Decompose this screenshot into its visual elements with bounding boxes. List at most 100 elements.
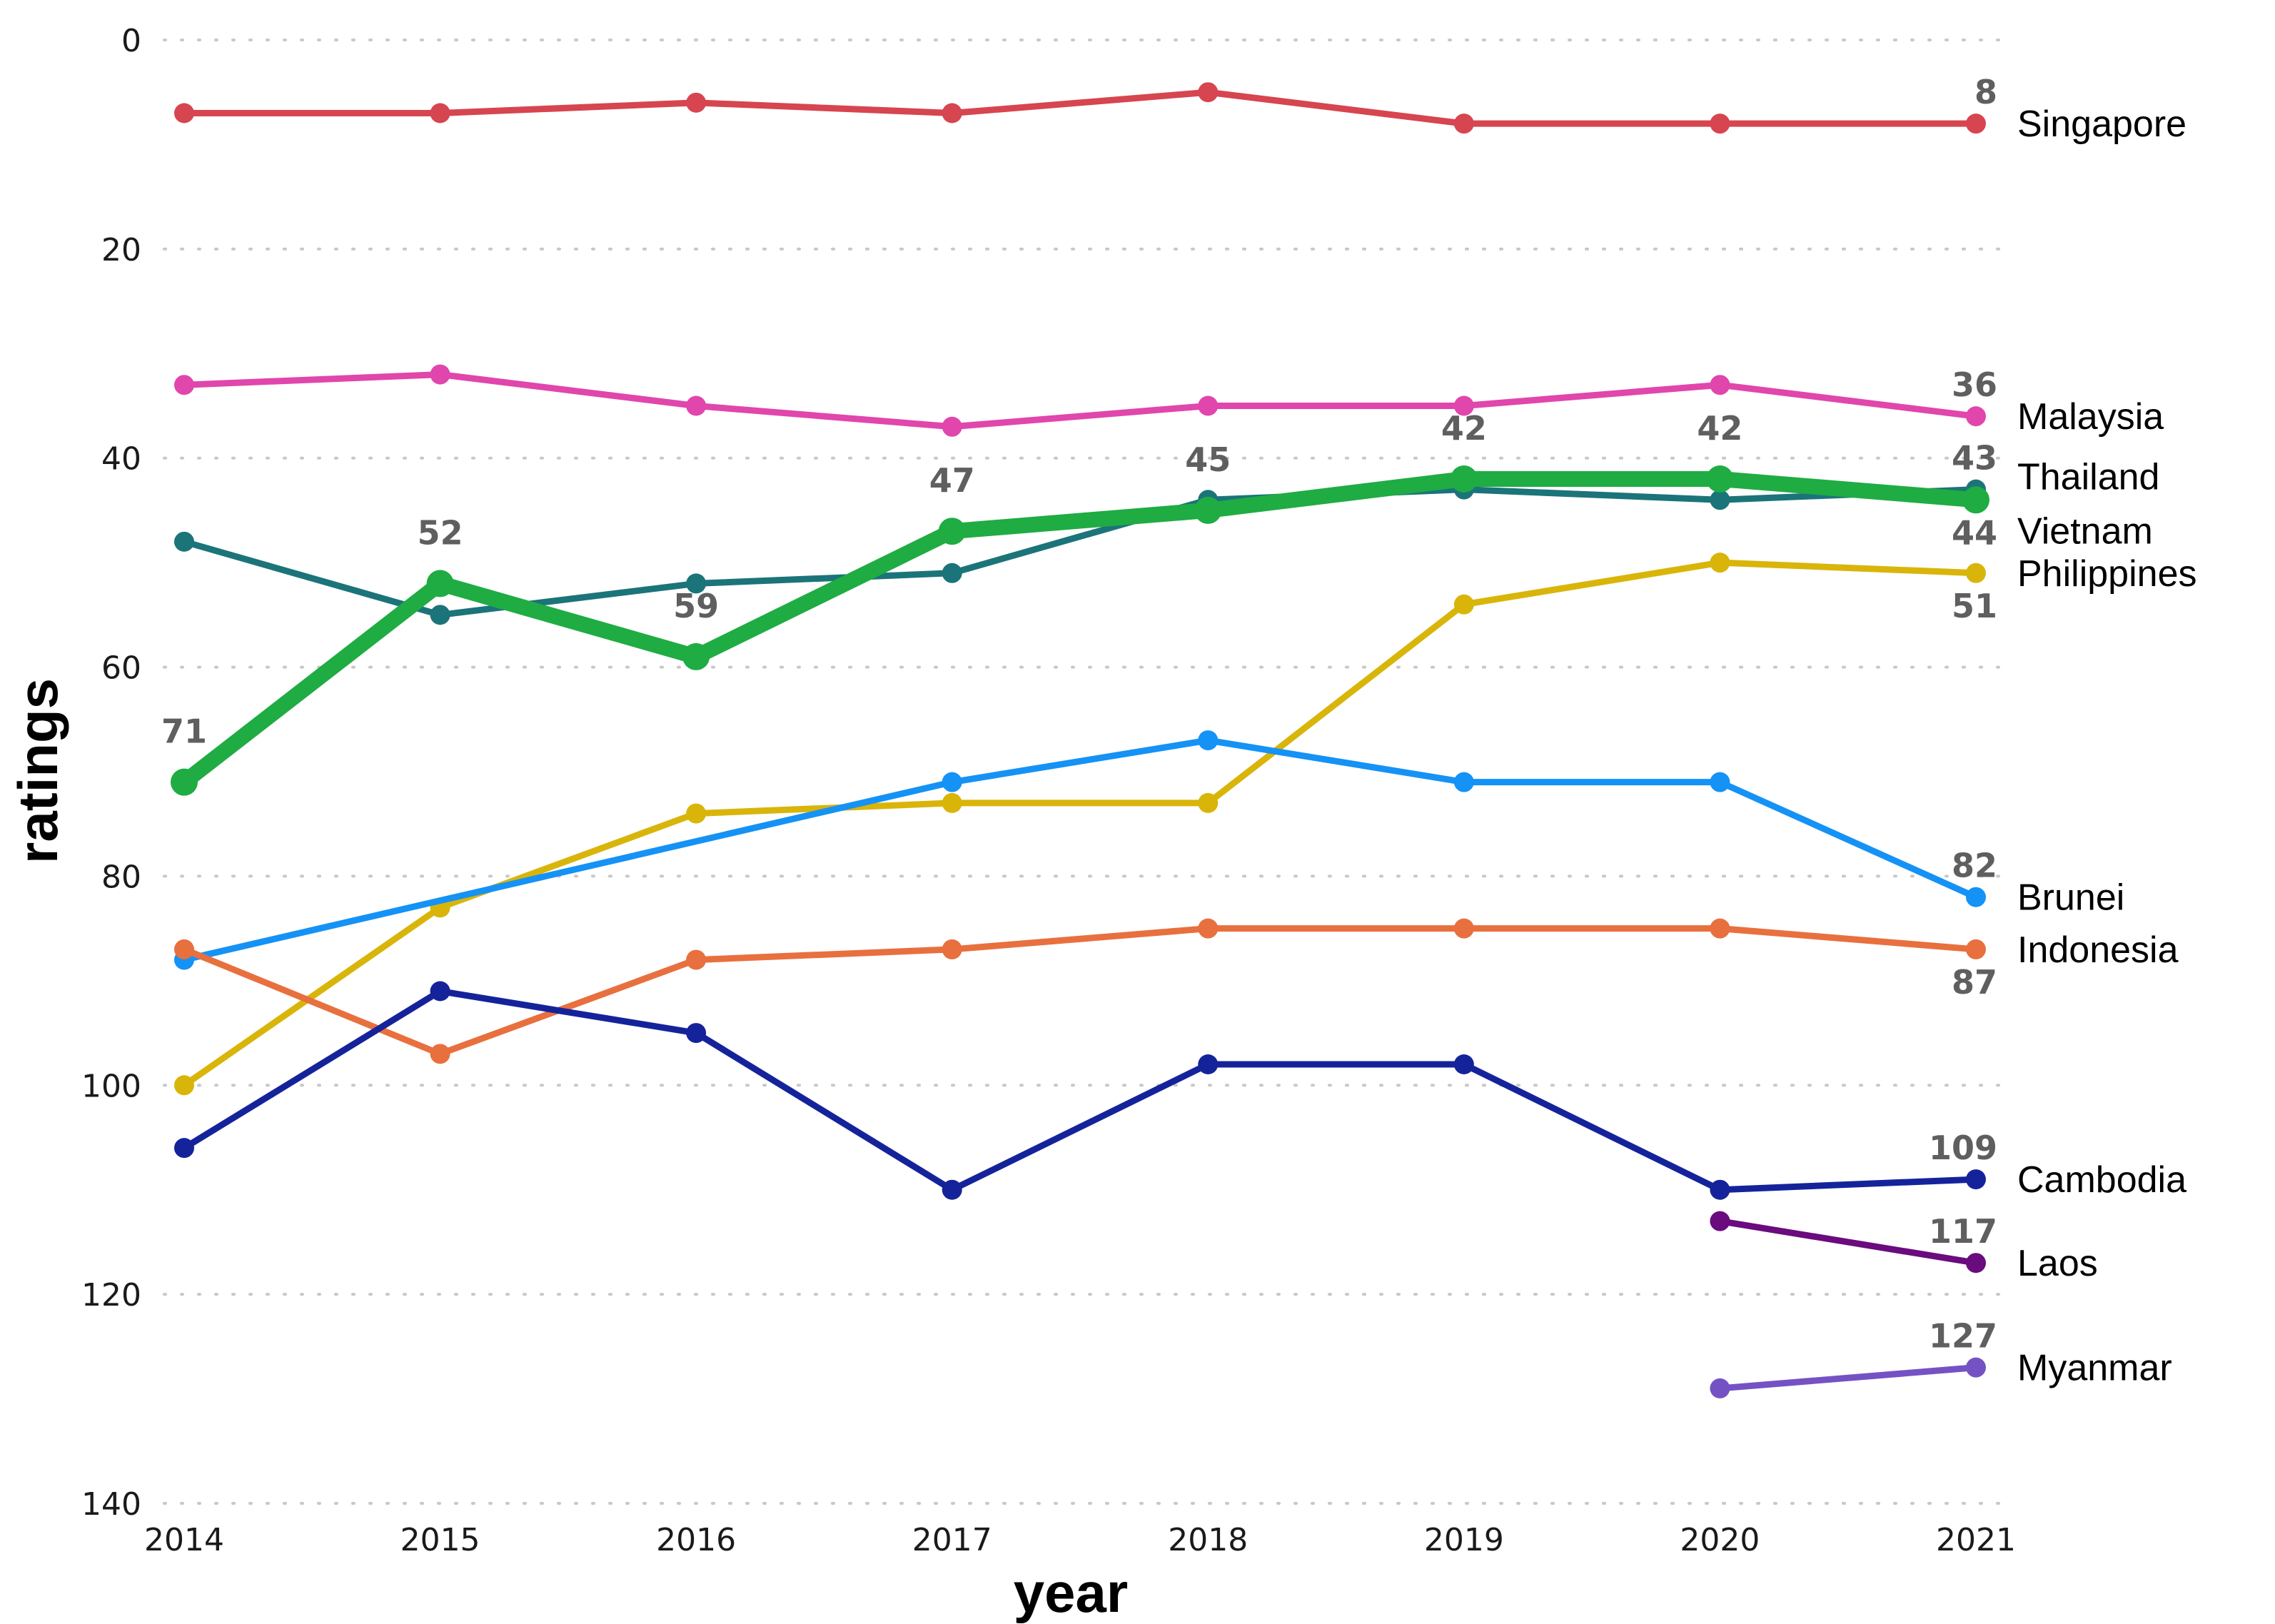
country-label: Thailand bbox=[2017, 457, 2159, 498]
data-point bbox=[942, 792, 962, 813]
series-vietnam bbox=[171, 465, 1989, 796]
series-malaysia bbox=[174, 364, 1986, 437]
country-label: Brunei bbox=[2017, 877, 2124, 919]
series-line bbox=[1716, 1364, 1979, 1392]
data-point bbox=[686, 1023, 707, 1044]
end-value-label: 36 bbox=[1952, 365, 1997, 404]
data-point bbox=[174, 1138, 194, 1159]
series-line bbox=[181, 988, 1979, 1194]
data-point bbox=[171, 768, 198, 796]
series-line bbox=[181, 925, 1979, 1057]
data-point bbox=[1198, 82, 1219, 103]
y-axis-ticks: 0 20 40 60 80 100 120 140 bbox=[81, 23, 141, 1523]
data-point bbox=[682, 642, 710, 670]
data-point bbox=[1962, 486, 1989, 514]
data-point bbox=[1966, 939, 1986, 959]
data-point bbox=[1710, 1179, 1730, 1200]
y-tick-label: 100 bbox=[81, 1068, 141, 1104]
data-point bbox=[1198, 792, 1219, 813]
data-point bbox=[430, 364, 450, 385]
data-point bbox=[174, 531, 194, 552]
y-tick-label: 20 bbox=[101, 232, 141, 268]
end-value-label: 43 bbox=[1952, 439, 1997, 478]
end-value-label: 51 bbox=[1952, 587, 1997, 625]
x-tick-label: 2021 bbox=[1936, 1522, 2016, 1558]
data-point bbox=[1453, 114, 1474, 134]
series-singapore bbox=[174, 82, 1986, 134]
country-label: Singapore bbox=[2017, 104, 2186, 145]
y-tick-label: 40 bbox=[101, 441, 141, 478]
data-point bbox=[942, 563, 962, 583]
data-point bbox=[1710, 490, 1730, 510]
data-point bbox=[430, 103, 450, 123]
country-label: Indonesia bbox=[2017, 929, 2179, 971]
end-value-label: 8 bbox=[1974, 73, 1997, 111]
data-point bbox=[1710, 114, 1730, 134]
country-label: Malaysia bbox=[2017, 396, 2164, 438]
data-point bbox=[1706, 465, 1734, 493]
country-label: Cambodia bbox=[2017, 1159, 2186, 1201]
data-point bbox=[1453, 594, 1474, 615]
data-point bbox=[174, 939, 194, 959]
data-point bbox=[1450, 465, 1478, 493]
series-cambodia bbox=[174, 981, 1986, 1200]
data-point bbox=[1966, 1169, 1986, 1190]
end-value-label: 82 bbox=[1952, 847, 1997, 885]
point-value-label: 42 bbox=[1441, 409, 1487, 448]
series-line bbox=[181, 371, 1979, 430]
data-point bbox=[686, 949, 707, 970]
data-point bbox=[1453, 1054, 1474, 1074]
series-laos bbox=[1710, 1211, 1986, 1274]
series-myanmar bbox=[1710, 1357, 1986, 1398]
data-point bbox=[1710, 1211, 1730, 1231]
x-tick-label: 2017 bbox=[912, 1522, 992, 1558]
data-point bbox=[942, 1179, 962, 1200]
data-point bbox=[1453, 772, 1474, 792]
data-point bbox=[1198, 730, 1219, 751]
point-value-label: 71 bbox=[161, 712, 207, 751]
country-label: Philippines bbox=[2017, 553, 2197, 595]
series-line bbox=[181, 486, 1979, 618]
series-philippines bbox=[174, 553, 1986, 1096]
data-point bbox=[1966, 1253, 1986, 1274]
x-tick-label: 2020 bbox=[1680, 1522, 1760, 1558]
data-point bbox=[174, 375, 194, 395]
data-point bbox=[686, 395, 707, 416]
data-point bbox=[686, 803, 707, 824]
data-point bbox=[1198, 395, 1219, 416]
data-point bbox=[174, 1075, 194, 1096]
y-tick-label: 0 bbox=[121, 23, 141, 59]
end-value-label: 117 bbox=[1929, 1212, 1997, 1251]
data-point bbox=[1710, 1378, 1730, 1398]
y-tick-label: 140 bbox=[81, 1486, 141, 1523]
data-point bbox=[1966, 114, 1986, 134]
point-value-label: 45 bbox=[1185, 440, 1231, 479]
data-point bbox=[1198, 918, 1219, 939]
data-point bbox=[174, 103, 194, 123]
series-line bbox=[181, 559, 1979, 1089]
x-axis-title: year bbox=[1014, 1561, 1129, 1624]
data-labels: 8 Singapore 36 Malaysia 43 Thailand 51 Philippi… bbox=[161, 73, 2197, 1389]
data-point bbox=[1194, 496, 1222, 524]
end-value-label: 127 bbox=[1929, 1317, 1997, 1356]
data-point bbox=[1710, 375, 1730, 395]
data-point bbox=[686, 92, 707, 113]
series-line bbox=[181, 737, 1979, 964]
data-point bbox=[1198, 1054, 1219, 1074]
series-line bbox=[1716, 1218, 1979, 1266]
country-label: Myanmar bbox=[2017, 1348, 2172, 1389]
data-point bbox=[430, 1044, 450, 1064]
data-point bbox=[942, 939, 962, 959]
point-value-label: 47 bbox=[929, 461, 975, 500]
data-point bbox=[426, 570, 454, 597]
x-tick-label: 2014 bbox=[144, 1522, 224, 1558]
series-line bbox=[176, 471, 1984, 790]
end-value-label: 109 bbox=[1929, 1129, 1997, 1167]
series-indonesia bbox=[174, 918, 1986, 1064]
data-point bbox=[1710, 772, 1730, 792]
x-tick-label: 2018 bbox=[1168, 1522, 1248, 1558]
x-axis-ticks: 2014 2015 2016 2017 2018 2019 2020 2021 bbox=[144, 1522, 2016, 1558]
data-point bbox=[938, 518, 966, 545]
point-value-label: 52 bbox=[418, 513, 463, 552]
